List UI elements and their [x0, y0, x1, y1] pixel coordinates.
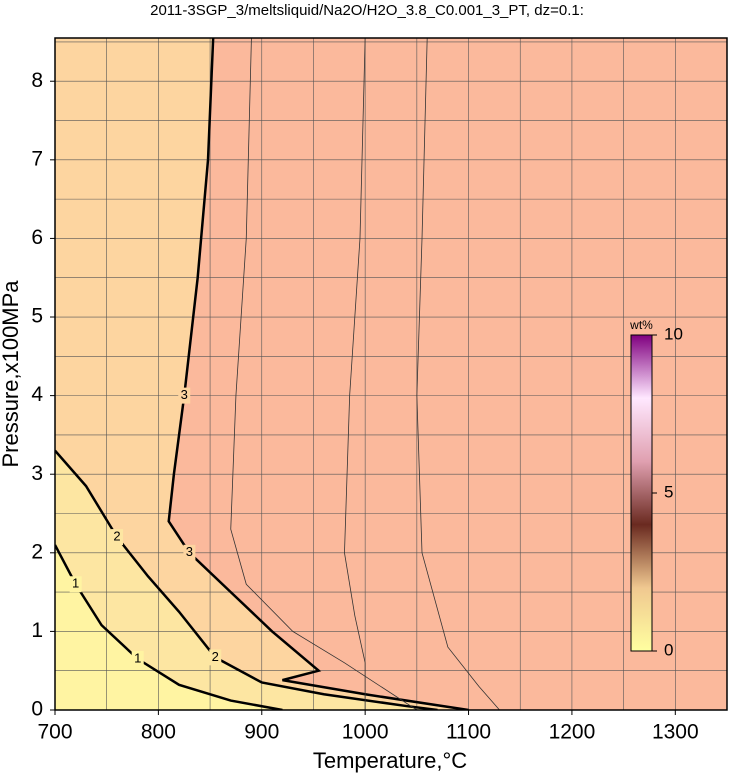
colorbar-label: wt% — [629, 318, 653, 332]
x-tick-label: 900 — [244, 721, 279, 744]
plot-area: 3 3 2 2 1 1 — [55, 38, 727, 710]
contour-label-bg — [111, 529, 124, 546]
contour-label-bg — [178, 387, 191, 404]
y-tick-label: 4 — [31, 383, 43, 406]
contour-label: 3 — [181, 387, 188, 402]
contour-label-bg — [131, 650, 144, 667]
y-axis-title: Pressure,x100MPa — [0, 280, 23, 468]
contour-label: 2 — [212, 649, 219, 664]
x-tick-label: 1300 — [652, 721, 699, 744]
contour-fill — [55, 544, 283, 710]
contour-line — [416, 38, 500, 710]
contour-line — [344, 38, 366, 710]
x-tick-label: 700 — [37, 721, 72, 744]
y-tick-label: 6 — [31, 226, 43, 249]
contour-label-bg — [209, 649, 222, 666]
contour-fill — [55, 450, 438, 710]
plot-frame — [54, 37, 728, 711]
chart-title: 2011-3SGP_3/meltsliquid/Na2O/H2O_3.8_C0.… — [150, 2, 584, 19]
contour-label: 1 — [134, 650, 141, 665]
y-tick-label: 5 — [31, 305, 43, 328]
y-tick-label: 3 — [31, 462, 43, 485]
colorbar — [630, 334, 653, 652]
contour-label: 3 — [186, 544, 193, 559]
contour-label-bg — [183, 544, 196, 561]
x-axis-title: Temperature,°C — [313, 748, 467, 773]
colorbar-tick-label: 5 — [664, 482, 673, 501]
x-tick-label: 1000 — [342, 721, 389, 744]
y-tick-label: 0 — [31, 698, 43, 721]
x-tick-label: 800 — [141, 721, 176, 744]
contour-line — [230, 38, 418, 710]
y-tick-label: 1 — [31, 619, 43, 642]
x-tick-label: 1200 — [549, 721, 596, 744]
colorbar-tick-label: 10 — [664, 324, 683, 343]
x-tick-label: 1100 — [446, 721, 491, 744]
y-tick-label: 7 — [31, 147, 43, 170]
contour-label-bg — [69, 576, 82, 593]
contour-label: 2 — [113, 529, 120, 544]
axes: 700 800 900 1000 1100 1200 1300 0 1 2 3 4 5 6 7 8 wt% 0 5 1… — [31, 37, 728, 744]
y-tick-label: 8 — [31, 69, 43, 92]
contour-label: 1 — [72, 576, 79, 591]
y-tick-label: 2 — [31, 540, 43, 563]
colorbar-tick-label: 0 — [664, 640, 673, 659]
